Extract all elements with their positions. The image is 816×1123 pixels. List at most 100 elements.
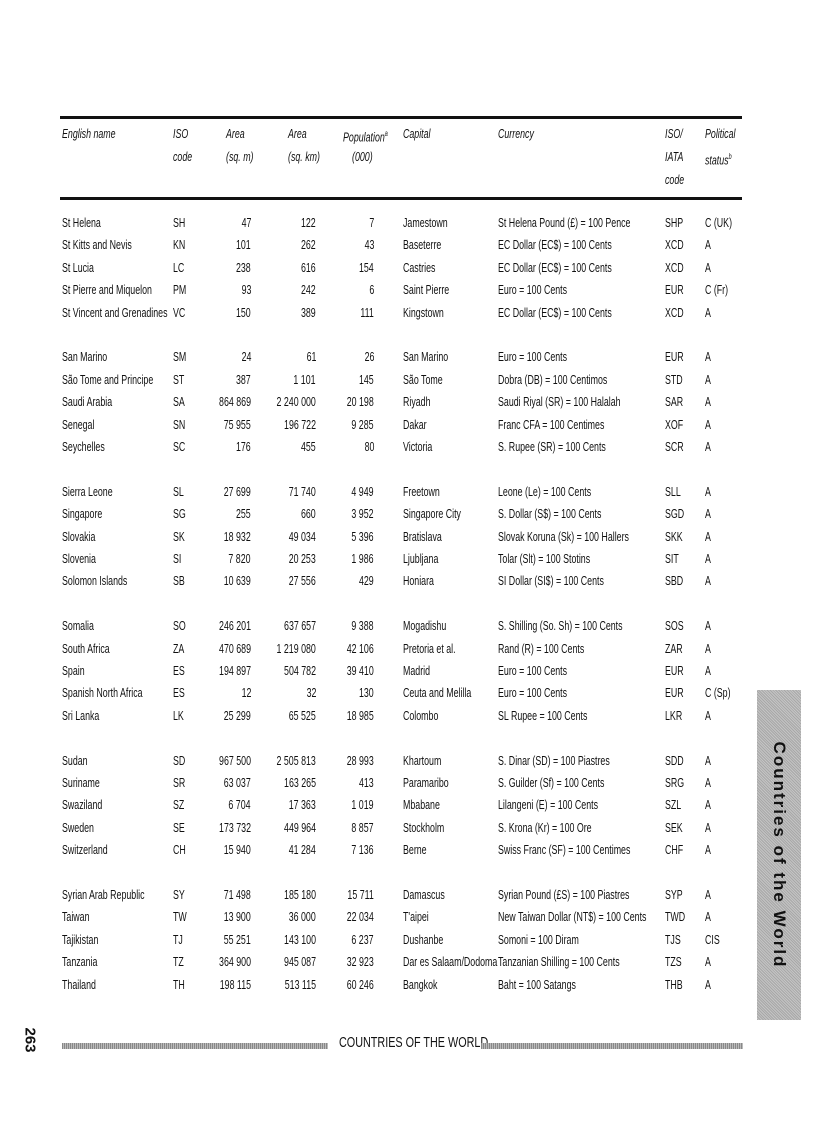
- footnote-marker: b: [728, 152, 732, 161]
- cell-area-sq-km: 49 034: [288, 528, 316, 544]
- cell-english-name: Switzerland: [62, 842, 108, 858]
- cell-area-sq-km: 513 115: [284, 976, 316, 992]
- cell-area-sq-mi: 101: [236, 237, 251, 253]
- cell-area-sq-km: 637 657: [284, 618, 316, 634]
- cell-area-sq-mi: 364 900: [219, 954, 251, 970]
- header-political-status: Political: [705, 126, 736, 141]
- cell-iata-code: SGD: [665, 506, 685, 522]
- cell-capital: Kingstown: [403, 304, 444, 320]
- cell-iata-code: XCD: [665, 304, 684, 320]
- cell-english-name: Tanzania: [62, 954, 98, 970]
- cell-iata-code: SHP: [665, 215, 684, 230]
- cell-capital: Paramaribo: [403, 775, 449, 790]
- cell-political-status: C (Sp): [705, 685, 731, 701]
- cell-english-name: Sri Lanka: [62, 707, 100, 723]
- cell-english-name: Tajikistan: [62, 931, 99, 947]
- footnote-marker: a: [384, 129, 388, 138]
- cell-iata-code: SYP: [665, 887, 683, 902]
- header-iata-code: ISO/: [665, 126, 683, 141]
- cell-area-sq-mi: 246 201: [219, 618, 251, 634]
- cell-english-name: St Lucia: [62, 259, 94, 275]
- cell-iso-code: SD: [173, 752, 186, 768]
- cell-area-sq-km: 36 000: [288, 909, 316, 925]
- cell-population: 1 019: [351, 797, 374, 813]
- cell-area-sq-km: 41 284: [288, 842, 316, 858]
- cell-population: 22 034: [346, 909, 374, 925]
- cell-english-name: St Vincent and Grenadines: [62, 304, 168, 320]
- cell-population: 3 952: [351, 506, 374, 522]
- cell-english-name: Thailand: [62, 976, 96, 992]
- cell-iso-code: PM: [173, 282, 187, 298]
- header-area-sq-mi: (sq. m): [226, 149, 254, 164]
- cell-currency: S. Guilder (Sf) = 100 Cents: [498, 775, 605, 790]
- cell-political-status: A: [705, 909, 711, 925]
- side-tab-label: Countries of the World: [770, 741, 789, 969]
- cell-political-status: A: [705, 663, 711, 678]
- cell-area-sq-mi: 24: [241, 349, 251, 365]
- cell-english-name: Seychelles: [62, 439, 105, 454]
- cell-area-sq-mi: 238: [236, 259, 251, 275]
- header-english-name: English name: [62, 126, 116, 141]
- cell-political-status: A: [705, 416, 711, 432]
- cell-english-name: Swaziland: [62, 797, 103, 813]
- cell-english-name: Taiwan: [62, 909, 90, 925]
- cell-area-sq-mi: 13 900: [223, 909, 251, 925]
- cell-currency: New Taiwan Dollar (NT$) = 100 Cents: [498, 909, 647, 925]
- cell-capital: Ceuta and Melilla: [403, 685, 472, 701]
- cell-capital: Dakar: [403, 416, 427, 432]
- cell-iata-code: SOS: [665, 618, 684, 634]
- cell-political-status: A: [705, 439, 711, 454]
- cell-political-status: A: [705, 304, 711, 320]
- cell-area-sq-km: 616: [301, 259, 316, 275]
- cell-english-name: Slovakia: [62, 528, 96, 544]
- cell-iata-code: SEK: [665, 819, 683, 835]
- cell-english-name: Sweden: [62, 819, 94, 835]
- cell-population: 7: [369, 215, 374, 230]
- cell-currency: Saudi Riyal (SR) = 100 Halalah: [498, 394, 621, 410]
- header-population: (000): [352, 149, 373, 164]
- cell-political-status: A: [705, 797, 711, 813]
- cell-political-status: C (UK): [705, 215, 733, 230]
- cell-area-sq-km: 32: [306, 685, 316, 701]
- cell-area-sq-km: 185 180: [284, 887, 316, 902]
- cell-capital: Mbabane: [403, 797, 440, 813]
- cell-population: 130: [359, 685, 374, 701]
- cell-capital: Jamestown: [403, 215, 448, 230]
- cell-iata-code: XCD: [665, 259, 684, 275]
- cell-political-status: A: [705, 842, 711, 858]
- cell-currency: SL Rupee = 100 Cents: [498, 707, 588, 723]
- cell-political-status: A: [705, 640, 711, 656]
- cell-iata-code: XCD: [665, 237, 684, 253]
- cell-area-sq-km: 71 740: [288, 483, 316, 499]
- cell-iso-code: SE: [173, 819, 185, 835]
- cell-iso-code: SR: [173, 775, 186, 790]
- cell-area-sq-mi: 63 037: [223, 775, 251, 790]
- cell-iata-code: STD: [665, 371, 683, 387]
- cell-english-name: Saudi Arabia: [62, 394, 113, 410]
- cell-political-status: A: [705, 259, 711, 275]
- cell-area-sq-mi: 470 689: [219, 640, 251, 656]
- cell-area-sq-km: 65 525: [288, 707, 316, 723]
- cell-area-sq-km: 660: [301, 506, 316, 522]
- header-area-sq-km: (sq. km): [288, 149, 320, 164]
- cell-capital: Castries: [403, 259, 436, 275]
- cell-area-sq-mi: 47: [241, 215, 251, 230]
- header-iata-code: IATA: [665, 149, 684, 164]
- cell-iata-code: TJS: [665, 931, 681, 947]
- cell-english-name: Sierra Leone: [62, 483, 113, 499]
- cell-currency: Dobra (DB) = 100 Centimos: [498, 371, 608, 387]
- cell-english-name: St Kitts and Nevis: [62, 237, 132, 253]
- section-side-tab[interactable]: Countries of the World: [757, 690, 801, 1020]
- cell-currency: Tanzanian Shilling = 100 Cents: [498, 954, 620, 970]
- cell-political-status: C (Fr): [705, 282, 729, 298]
- cell-iata-code: SZL: [665, 797, 682, 813]
- cell-capital: Dushanbe: [403, 931, 444, 947]
- cell-political-status: A: [705, 618, 711, 634]
- cell-currency: EC Dollar (EC$) = 100 Cents: [498, 237, 612, 253]
- cell-political-status: A: [705, 371, 711, 387]
- cell-iso-code: SB: [173, 573, 185, 589]
- cell-area-sq-km: 1 101: [293, 371, 316, 387]
- cell-area-sq-km: 196 722: [284, 416, 316, 432]
- cell-area-sq-km: 20 253: [288, 551, 316, 566]
- cell-capital: T'aipei: [403, 909, 429, 925]
